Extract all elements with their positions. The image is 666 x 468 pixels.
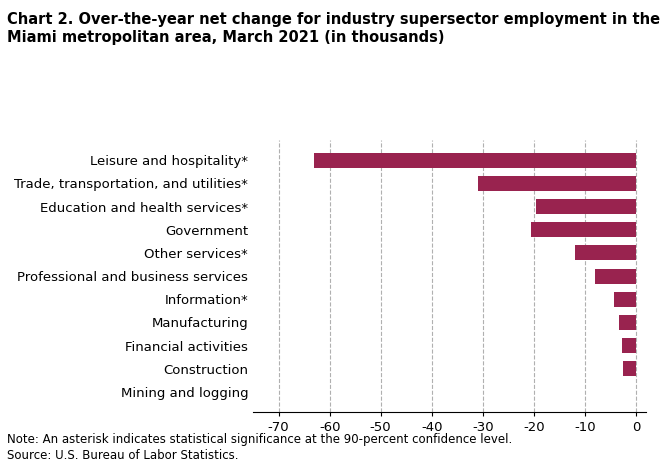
Bar: [536, 199, 636, 214]
Bar: [478, 176, 636, 191]
Bar: [595, 269, 636, 284]
Bar: [614, 292, 636, 307]
Text: Note: An asterisk indicates statistical significance at the 90-percent confidenc: Note: An asterisk indicates statistical …: [7, 433, 512, 446]
Text: Miami metropolitan area, March 2021 (in thousands): Miami metropolitan area, March 2021 (in …: [7, 30, 444, 45]
Text: Chart 2. Over-the-year net change for industry supersector employment in the: Chart 2. Over-the-year net change for in…: [7, 12, 660, 27]
Bar: [619, 315, 636, 330]
Bar: [621, 338, 636, 353]
Bar: [623, 361, 636, 376]
Bar: [531, 222, 636, 237]
Bar: [314, 153, 636, 168]
Text: Source: U.S. Bureau of Labor Statistics.: Source: U.S. Bureau of Labor Statistics.: [7, 449, 238, 462]
Bar: [575, 245, 636, 261]
